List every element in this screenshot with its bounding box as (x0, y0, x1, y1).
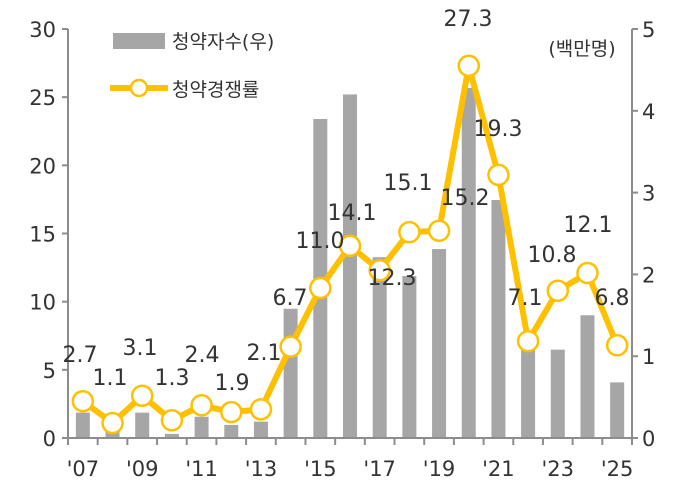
bar (402, 276, 417, 438)
line-marker (546, 279, 570, 303)
legend-bar-swatch (113, 33, 165, 49)
x-tick-label: '09 (126, 457, 159, 481)
x-tick-label: '17 (363, 457, 396, 481)
bar (253, 421, 268, 438)
x-tick-label: '19 (423, 457, 456, 481)
line-marker (190, 394, 213, 417)
data-label: 14.1 (328, 201, 377, 226)
data-label: 1.9 (215, 371, 250, 396)
bar (521, 343, 536, 438)
line-marker (101, 411, 124, 435)
x-tick-label: '07 (67, 457, 100, 481)
line-marker (309, 276, 332, 300)
data-label: 12.3 (368, 266, 417, 291)
legend-line-marker (129, 78, 149, 98)
data-label: 6.7 (273, 286, 308, 311)
bar (461, 87, 476, 438)
line-marker (279, 335, 302, 358)
left-tick-label: 30 (29, 18, 56, 42)
data-label: 6.8 (595, 286, 630, 311)
left-tick-label: 5 (43, 359, 56, 383)
bar (224, 424, 239, 438)
bar (283, 308, 298, 438)
bar (580, 315, 595, 438)
line-marker (130, 384, 154, 407)
line-marker (160, 409, 184, 432)
right-tick-label: 3 (642, 182, 655, 206)
line-marker (338, 234, 362, 258)
data-label: 11.0 (296, 229, 345, 254)
x-tick-label: '23 (542, 457, 575, 481)
legend-bar-label: 청약자수(우) (172, 31, 274, 53)
left-tick-label: 25 (29, 86, 56, 110)
x-tick-label: '11 (185, 457, 218, 481)
bar (550, 349, 565, 438)
data-label: 2.1 (247, 341, 282, 366)
bar (164, 433, 179, 438)
data-label: 15.1 (384, 171, 433, 196)
left-tick-label: 20 (29, 154, 56, 178)
left-tick-label: 0 (43, 427, 56, 451)
data-label: 1.3 (155, 366, 190, 391)
data-label: 2.7 (63, 343, 98, 368)
data-label: 12.1 (564, 213, 613, 238)
line-marker (457, 54, 480, 78)
x-tick-label: '21 (482, 457, 515, 481)
bar (491, 199, 506, 438)
bar (194, 416, 209, 438)
data-label: 10.8 (528, 243, 577, 268)
legend-line-label: 청약경쟁률 (172, 79, 259, 101)
line-marker (427, 219, 451, 243)
line-marker (71, 389, 95, 413)
data-label: 7.1 (508, 286, 543, 311)
data-label: 2.4 (185, 343, 220, 368)
bar (75, 412, 90, 438)
data-label: 15.2 (441, 186, 490, 211)
right-tick-label: 2 (642, 263, 655, 287)
bar (610, 382, 625, 438)
bar (135, 412, 150, 438)
bar (372, 257, 387, 438)
line-marker (368, 259, 391, 282)
right-tick-label: 4 (642, 100, 655, 124)
line-marker (516, 329, 540, 353)
x-tick-label: '13 (245, 457, 278, 481)
bar (343, 94, 357, 438)
line-marker (487, 163, 510, 187)
right-tick-label: 0 (642, 427, 655, 451)
line-marker (398, 220, 421, 244)
line-marker (220, 400, 243, 424)
x-tick-label: '25 (601, 457, 634, 481)
data-label: 19.3 (474, 117, 523, 142)
data-label: 3.1 (123, 336, 158, 361)
x-tick-label: '15 (304, 457, 337, 481)
line-marker (249, 398, 273, 421)
data-label: 1.1 (93, 366, 128, 391)
right-tick-label: 5 (642, 18, 655, 42)
left-tick-label: 15 (29, 223, 56, 247)
data-label: 27.3 (444, 7, 493, 32)
line-marker (576, 261, 599, 285)
bar (432, 249, 447, 438)
right-tick-label: 1 (642, 345, 655, 369)
line-marker (605, 334, 629, 357)
left-tick-label: 10 (29, 291, 56, 315)
unit-label: (백만명) (548, 38, 615, 60)
